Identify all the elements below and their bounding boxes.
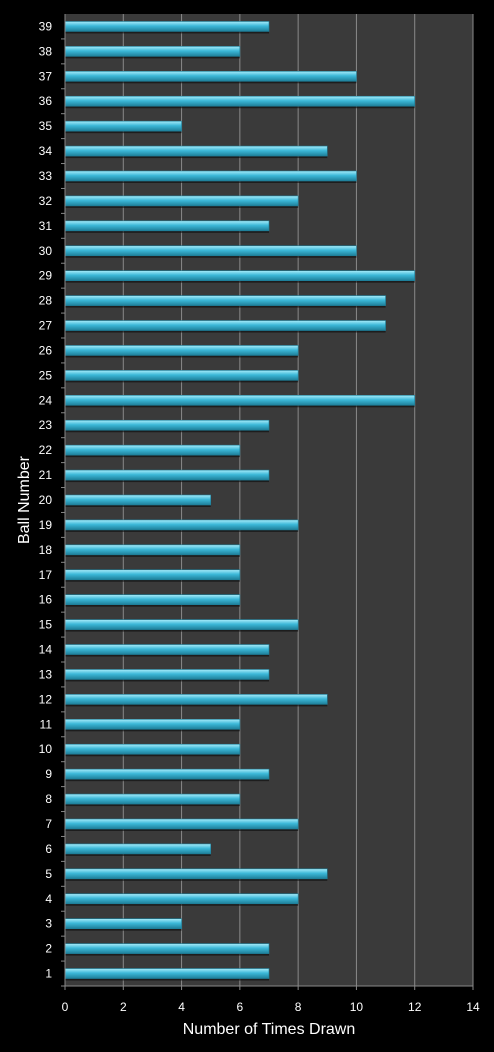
y-tick-label: 3	[45, 917, 52, 931]
y-tick-label: 37	[39, 69, 53, 83]
bar-ball-2	[64, 943, 270, 956]
y-tick-label: 14	[39, 643, 53, 657]
bar-ball-7	[64, 818, 299, 831]
bar-ball-23	[64, 419, 270, 433]
bar-ball-12	[64, 694, 328, 707]
bar-ball-39	[64, 21, 270, 34]
bar-ball-4	[64, 893, 299, 906]
x-tick-label: 14	[466, 1000, 480, 1014]
y-tick-label: 15	[39, 618, 53, 632]
bar-ball-25	[64, 370, 299, 383]
y-tick-label: 25	[39, 368, 53, 382]
x-tick-label: 4	[178, 1000, 185, 1014]
y-tick-label: 18	[39, 543, 53, 557]
bar-ball-29	[64, 270, 416, 283]
bar-ball-36	[64, 95, 416, 109]
y-tick-label: 2	[45, 942, 52, 956]
y-tick-label: 4	[45, 892, 52, 906]
x-tick-label: 10	[350, 1000, 364, 1014]
bar-ball-22	[64, 444, 241, 458]
y-tick-label: 9	[45, 767, 52, 781]
y-tick-label: 31	[39, 219, 53, 233]
y-tick-label: 12	[39, 692, 53, 706]
y-tick-label: 27	[39, 319, 53, 333]
y-tick-label: 28	[39, 294, 53, 308]
y-tick-label: 34	[39, 144, 53, 158]
bar-ball-31	[64, 220, 270, 233]
y-tick-label: 21	[39, 468, 53, 482]
bar-ball-24	[64, 395, 416, 408]
y-tick-label: 17	[39, 568, 53, 582]
bar-ball-10	[64, 743, 241, 757]
bar-ball-16	[64, 594, 241, 607]
bar-ball-34	[64, 145, 328, 159]
y-tick-label: 33	[39, 169, 53, 183]
y-tick-label: 38	[39, 44, 53, 58]
y-tick-label: 19	[39, 518, 53, 532]
x-tick-label: 0	[62, 1000, 69, 1014]
y-tick-label: 29	[39, 269, 53, 283]
y-tick-label: 10	[39, 742, 53, 756]
y-tick-label: 36	[39, 94, 53, 108]
y-tick-label: 5	[45, 867, 52, 881]
bar-ball-5	[64, 868, 328, 881]
bar-ball-3	[64, 918, 182, 931]
bar-ball-38	[64, 46, 241, 59]
y-tick-label: 39	[39, 19, 53, 33]
bar-ball-15	[64, 619, 299, 632]
x-tick-label: 6	[237, 1000, 244, 1014]
bar-ball-9	[64, 768, 270, 782]
y-tick-label: 22	[39, 443, 53, 457]
y-tick-label: 30	[39, 244, 53, 258]
y-tick-label: 13	[39, 667, 53, 681]
bar-ball-18	[64, 544, 241, 557]
y-tick-label: 32	[39, 194, 53, 208]
y-tick-label: 8	[45, 792, 52, 806]
y-tick-label: 24	[39, 393, 53, 407]
bar-ball-20	[64, 494, 212, 507]
bar-ball-28	[64, 295, 386, 308]
y-tick-label: 16	[39, 593, 53, 607]
y-tick-label: 7	[45, 817, 52, 831]
bar-ball-19	[64, 519, 299, 532]
bar-ball-11	[64, 719, 241, 732]
bar-ball-37	[64, 71, 357, 84]
bar-ball-6	[64, 843, 212, 856]
bar-ball-13	[64, 669, 270, 682]
y-axis-title: Ball Number	[16, 455, 33, 544]
y-tick-label: 35	[39, 119, 53, 133]
bar-ball-17	[64, 569, 241, 582]
x-tick-label: 8	[295, 1000, 302, 1014]
x-axis-title: Number of Times Drawn	[183, 1021, 356, 1038]
y-tick-label: 6	[45, 842, 52, 856]
bar-ball-27	[64, 320, 386, 333]
bar-ball-1	[64, 968, 270, 981]
bar-ball-8	[64, 793, 241, 807]
x-tick-label: 12	[408, 1000, 422, 1014]
bar-ball-33	[64, 170, 357, 183]
x-tick-label: 2	[120, 1000, 127, 1014]
y-tick-label: 23	[39, 418, 53, 432]
bar-ball-32	[64, 195, 299, 208]
bar-ball-14	[64, 644, 270, 657]
bar-ball-35	[64, 120, 182, 134]
bars	[64, 21, 416, 981]
bar-ball-21	[64, 469, 270, 483]
bar-ball-26	[64, 345, 299, 358]
axes: 1234567891011121314151617181920212223242…	[39, 14, 480, 1014]
y-tick-label: 11	[40, 717, 53, 731]
y-tick-label: 20	[39, 493, 53, 507]
bar-ball-30	[64, 245, 357, 258]
y-tick-label: 1	[45, 967, 52, 981]
y-tick-label: 26	[39, 343, 53, 357]
